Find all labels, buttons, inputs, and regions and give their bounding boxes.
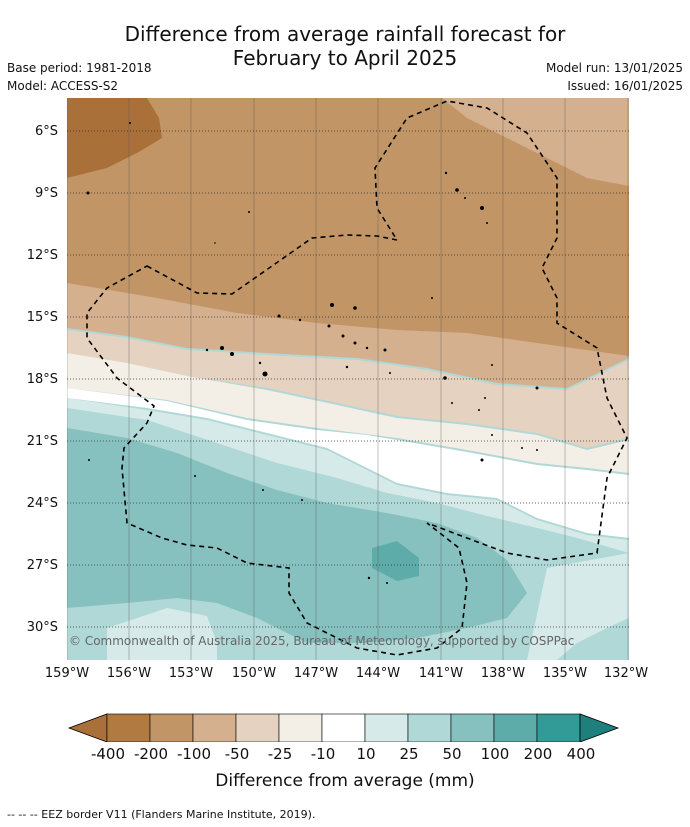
band-top-right (442, 98, 629, 186)
copyright-text: © Commonwealth of Australia 2025, Bureau… (69, 634, 575, 648)
band-lower-light (107, 608, 217, 660)
band-100-200 (372, 541, 419, 581)
colorbar-label: -50 (224, 745, 250, 763)
colorbar-label: 100 (480, 745, 510, 763)
title-line-2: February to April 2025 (232, 46, 458, 70)
colorbar-label: 50 (442, 745, 462, 763)
lon-label: 141°W (418, 666, 464, 681)
rainfall-map (67, 98, 629, 660)
colorbar-label: 400 (566, 745, 596, 763)
colorbar-label: 200 (523, 745, 553, 763)
band-50-100 (67, 428, 527, 643)
colorbar (67, 713, 620, 742)
colorbar-label: -10 (310, 745, 336, 763)
lat-label: 21°S (26, 434, 58, 449)
band-200-100 (67, 98, 629, 356)
colorbar-segment (235, 713, 280, 742)
band-25-10 (67, 353, 629, 473)
colorbar-segment (407, 713, 452, 742)
lon-label: 132°W (603, 666, 649, 681)
colorbar-extend-low (67, 713, 108, 742)
lat-label: 18°S (26, 372, 58, 387)
lon-label: 150°W (231, 666, 277, 681)
eez-border (86, 100, 628, 656)
colorbar-extend-high (579, 713, 620, 742)
band-400-200 (67, 98, 162, 178)
lat-label: 12°S (26, 248, 58, 263)
colorbar-label: 10 (356, 745, 376, 763)
colorbar-segment (192, 713, 237, 742)
colorbar-title: Difference from average (mm) (215, 771, 475, 791)
issued-date: Issued: 16/01/2025 (567, 79, 683, 93)
lon-label: 156°W (106, 666, 152, 681)
base-period: Base period: 1981-2018 (7, 61, 152, 75)
colorbar-label: -100 (176, 745, 212, 763)
lon-label: 135°W (542, 666, 588, 681)
colorbar-segment (321, 713, 366, 742)
lat-label: 9°S (34, 186, 58, 201)
parallel-gridlines (67, 130, 629, 628)
eez-footnote: -- -- -- EEZ border V11 (Flanders Marine… (7, 808, 316, 821)
colorbar-segment (149, 713, 194, 742)
metadata-left: Base period: 1981-2018 Model: ACCESS-S2 (7, 59, 152, 95)
lat-label: 24°S (26, 496, 58, 511)
lat-label: 30°S (26, 620, 58, 635)
colorbar-segment (364, 713, 409, 742)
colorbar-label: 25 (399, 745, 419, 763)
colorbar-segments (67, 713, 620, 742)
title-line-1: Difference from average rainfall forecas… (124, 22, 566, 46)
lon-label: 153°W (168, 666, 214, 681)
colorbar-label: -200 (133, 745, 169, 763)
band-right-light (527, 553, 629, 660)
colorbar-label: -25 (267, 745, 293, 763)
colorbar-segment (278, 713, 323, 742)
model-name: Model: ACCESS-S2 (7, 79, 119, 93)
band-10-10 (67, 388, 629, 538)
colorbar-segment (450, 713, 495, 742)
lat-label: 27°S (26, 558, 58, 573)
lon-label: 144°W (355, 666, 401, 681)
colorbar-label: -400 (90, 745, 126, 763)
lon-label: 159°W (44, 666, 90, 681)
band-10-25 (67, 398, 629, 553)
colorbar-segment (106, 713, 151, 742)
model-run: Model run: 13/01/2025 (545, 61, 683, 75)
lon-label: 147°W (293, 666, 339, 681)
islands (86, 122, 539, 584)
band-50-25 (67, 330, 629, 448)
lon-label: 138°W (480, 666, 526, 681)
colorbar-segment (536, 713, 581, 742)
lat-label: 6°S (34, 124, 58, 139)
lat-label: 15°S (26, 310, 58, 325)
colorbar-segment (493, 713, 538, 742)
metadata-right: Model run: 13/01/2025 Issued: 16/01/2025 (546, 59, 683, 95)
map-title: Difference from average rainfall forecas… (0, 22, 690, 70)
